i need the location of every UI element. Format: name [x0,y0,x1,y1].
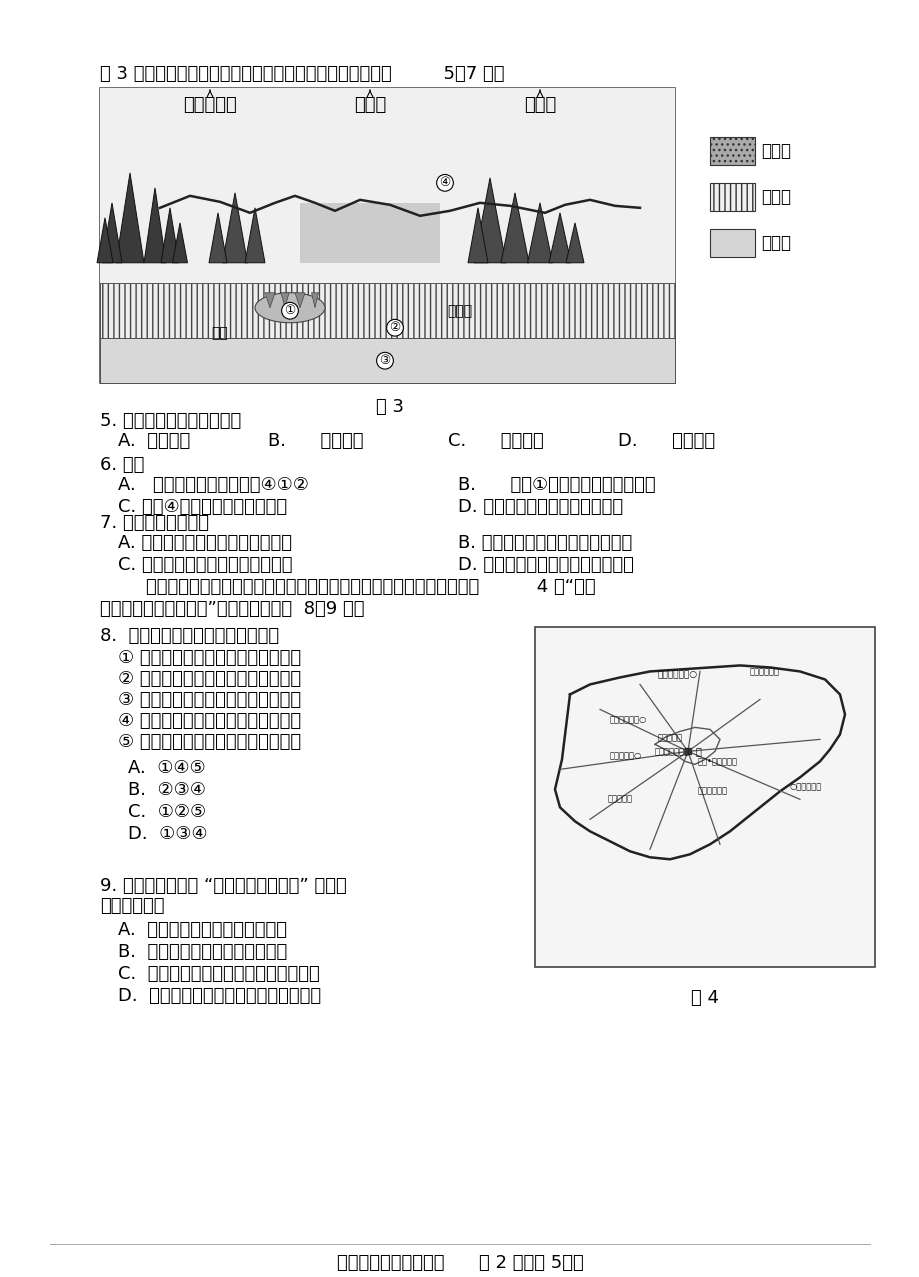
Polygon shape [295,292,305,308]
Polygon shape [102,203,122,263]
Text: 7. 该区域的农业模式: 7. 该区域的农业模式 [100,513,209,531]
Polygon shape [222,193,247,263]
Text: 石灰岩: 石灰岩 [760,188,790,206]
Text: 国贸会展功能区: 国贸会展功能区 [654,747,689,756]
Bar [709,229,754,257]
Bar [709,183,754,211]
Text: ○会展功能区: ○会展功能区 [789,783,822,792]
Text: 图 4: 图 4 [690,990,719,1008]
Text: A.  ①④⑤: A. ①④⑤ [128,760,206,778]
Text: C. 有利于减轻滑坡、泥石流等灾害: C. 有利于减轻滑坡、泥石流等灾害 [118,555,292,573]
Text: 图 3 为我国某地地质、地貌和农业分布示意图。读图，回答         5～7 题。: 图 3 为我国某地地质、地貌和农业分布示意图。读图，回答 5～7 题。 [100,65,504,83]
Text: 定兴水乡展区: 定兴水乡展区 [749,667,779,676]
Polygon shape [173,222,187,263]
Polygon shape [468,208,487,263]
Polygon shape [527,203,552,263]
Text: 展览馆片区○: 展览馆片区○ [609,751,641,760]
Text: 暗河: 暗河 [211,326,228,340]
Text: 冲积物: 冲积物 [760,142,790,160]
Polygon shape [265,292,275,308]
Polygon shape [312,292,318,308]
Text: ①: ① [284,304,295,317]
Text: B.      西北地区: B. 西北地区 [267,432,363,450]
Text: ⑤ 经济发达，环境承载力提升潜力大: ⑤ 经济发达，环境承载力提升潜力大 [118,733,301,751]
Text: A.   地质地貌的形成顺序是④①②: A. 地质地貌的形成顺序是④①② [118,475,309,494]
Text: B.  加强工业联系，促进工业集聚: B. 加强工业联系，促进工业集聚 [118,944,287,962]
Bar [100,88,675,282]
Text: A.  东北地区: A. 东北地区 [118,432,190,450]
Text: 水土保持林: 水土保持林 [183,96,236,114]
Text: ②: ② [389,322,400,335]
Polygon shape [473,178,505,263]
Text: ③ 交通便利，基础配套设施比较完善: ③ 交通便利，基础配套设施比较完善 [118,691,301,710]
Text: ④: ④ [439,176,450,189]
Bar [709,137,754,165]
Polygon shape [161,208,179,263]
Text: 新国展片区: 新国展片区 [657,733,682,742]
Text: B. 适合大型机械化生产，商品率高: B. 适合大型机械化生产，商品率高 [458,534,631,552]
Text: C. 河流④处左屸堆积，右屸侵蚀: C. 河流④处左屸堆积，右屸侵蚀 [118,498,287,516]
Bar [100,88,675,383]
Polygon shape [144,188,165,263]
Bar [300,203,439,263]
Bar [100,337,675,383]
Text: 9. 会展业又被称为 “城市建设的加速器” ，其作: 9. 会展业又被称为 “城市建设的加速器” ，其作 [100,877,346,895]
Text: 昌平展馆片区○: 昌平展馆片区○ [609,715,647,724]
Text: D. 暗河主要通过蕲发参与水循环: D. 暗河主要通过蕲发参与水循环 [458,498,622,516]
Text: 图 3: 图 3 [376,397,403,416]
Text: C.      西南地区: C. 西南地区 [448,432,543,450]
Text: 高三二模文综地理试卷      第 2 页（共 5页）: 高三二模文综地理试卷 第 2 页（共 5页） [336,1254,583,1272]
Bar [100,282,675,337]
Text: ② 城市中心区地域广大，有发展空间: ② 城市中心区地域广大，有发展空间 [118,670,301,688]
Text: ① 依托首都城市职能，会展资源丰富: ① 依托首都城市职能，会展资源丰富 [118,650,301,668]
Text: D. 可提升不同纬度水热资源利用率: D. 可提升不同纬度水热资源利用率 [458,555,633,573]
Polygon shape [244,208,265,263]
Text: A. 发展优势是肋沃深厉的土壤条件: A. 发展优势是肋沃深厉的土壤条件 [118,534,291,552]
Text: 页　岩: 页 岩 [760,234,790,252]
Text: ③: ③ [379,354,391,368]
Text: C.  加快人、物、信息的流动，创造商机: C. 加快人、物、信息的流动，创造商机 [118,965,320,983]
Polygon shape [209,213,227,263]
Polygon shape [96,218,113,263]
Text: D.      青藏地区: D. 青藏地区 [618,432,714,450]
Text: D.  促使我国乡村人口向东部大城市迁移: D. 促使我国乡村人口向东部大城市迁移 [118,987,321,1005]
Text: 亦庄•蓝港信片区: 亦庄•蓝港信片区 [698,757,737,766]
Text: 5. 图中地貌广泛分布于我国: 5. 图中地貌广泛分布于我国 [100,411,241,429]
Text: 石钒乳: 石钒乳 [447,304,472,318]
Bar [535,627,874,967]
Ellipse shape [255,292,324,323]
Text: 首都会展片区: 首都会展片区 [698,787,727,796]
Text: A.  成为京郊农业发展的主要动力: A. 成为京郊农业发展的主要动力 [118,921,287,940]
Text: 6. 图中: 6. 图中 [100,456,144,474]
Text: 用主要表现为: 用主要表现为 [100,898,165,916]
Polygon shape [565,222,584,263]
Polygon shape [280,292,289,308]
Polygon shape [501,193,528,263]
Text: 农　田: 农 田 [354,96,386,114]
Text: D.  ①③④: D. ①③④ [128,825,208,843]
Text: C.  ①②⑤: C. ①②⑤ [128,803,206,821]
Text: 经济林: 经济林 [523,96,555,114]
Polygon shape [116,172,144,263]
Text: ④ 科技力量雄厉，综合服务水平较高: ④ 科技力量雄厉，综合服务水平较高 [118,713,301,730]
Text: 会展业是以会议、展览等活动带动相关产业发展的一种综合性产业。图          4 是“北京: 会展业是以会议、展览等活动带动相关产业发展的一种综合性产业。图 4 是“北京 [100,577,595,595]
Text: 市: 市 [696,746,701,756]
Text: 8.  北京市会展业的优势区位条件有: 8. 北京市会展业的优势区位条件有 [100,627,278,645]
Text: 顶义展馆片区○: 顶义展馆片区○ [657,670,698,679]
Text: 市会展业功能区分布图”。读图，回答第  8、9 题。: 市会展业功能区分布图”。读图，回答第 8、9 题。 [100,599,364,618]
Text: 青龙湖联区: 青龙湖联区 [607,794,632,803]
Text: B.      岩层①是由于变质作用形成的: B. 岩层①是由于变质作用形成的 [458,475,655,494]
Text: B.  ②③④: B. ②③④ [128,782,206,799]
Polygon shape [549,213,571,263]
